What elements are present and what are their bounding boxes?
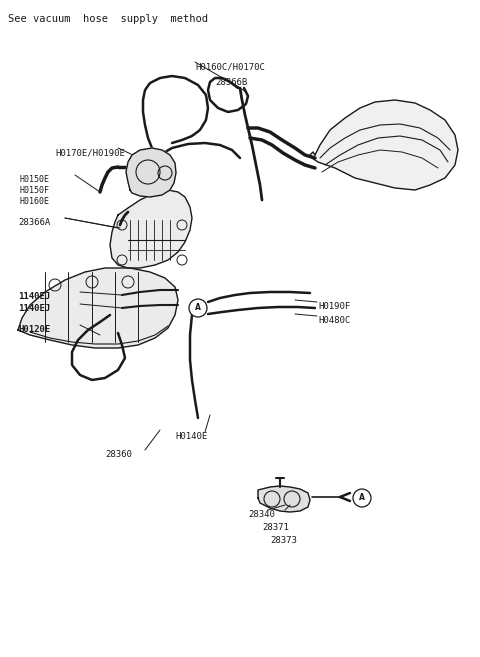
Text: 28371: 28371: [262, 523, 289, 532]
Text: H0150F: H0150F: [20, 186, 50, 195]
Text: H0190F: H0190F: [318, 302, 350, 311]
Text: 28373: 28373: [270, 536, 297, 545]
Text: H0170E/H0190E: H0170E/H0190E: [55, 148, 125, 157]
Polygon shape: [18, 268, 178, 348]
Circle shape: [189, 299, 207, 317]
Text: See vacuum  hose  supply  method: See vacuum hose supply method: [8, 14, 208, 24]
Polygon shape: [126, 148, 176, 197]
Text: 28366B: 28366B: [215, 78, 247, 87]
Circle shape: [353, 489, 371, 507]
Text: H0480C: H0480C: [318, 316, 350, 325]
Text: H0150E: H0150E: [20, 175, 50, 184]
Text: H0140E: H0140E: [175, 432, 207, 441]
Polygon shape: [110, 190, 192, 268]
Text: H0160E: H0160E: [20, 197, 50, 206]
Text: 1140EJ: 1140EJ: [18, 304, 50, 313]
Text: H0120E: H0120E: [18, 325, 50, 334]
Text: 1140EJ: 1140EJ: [18, 292, 50, 301]
Text: A: A: [195, 304, 201, 313]
Text: 28366A: 28366A: [18, 218, 50, 227]
Text: A: A: [359, 493, 365, 503]
Text: 28360: 28360: [105, 450, 132, 459]
Text: 28340: 28340: [248, 510, 275, 519]
Text: H0160C/H0170C: H0160C/H0170C: [195, 62, 265, 71]
Polygon shape: [258, 486, 310, 512]
Polygon shape: [310, 100, 458, 190]
